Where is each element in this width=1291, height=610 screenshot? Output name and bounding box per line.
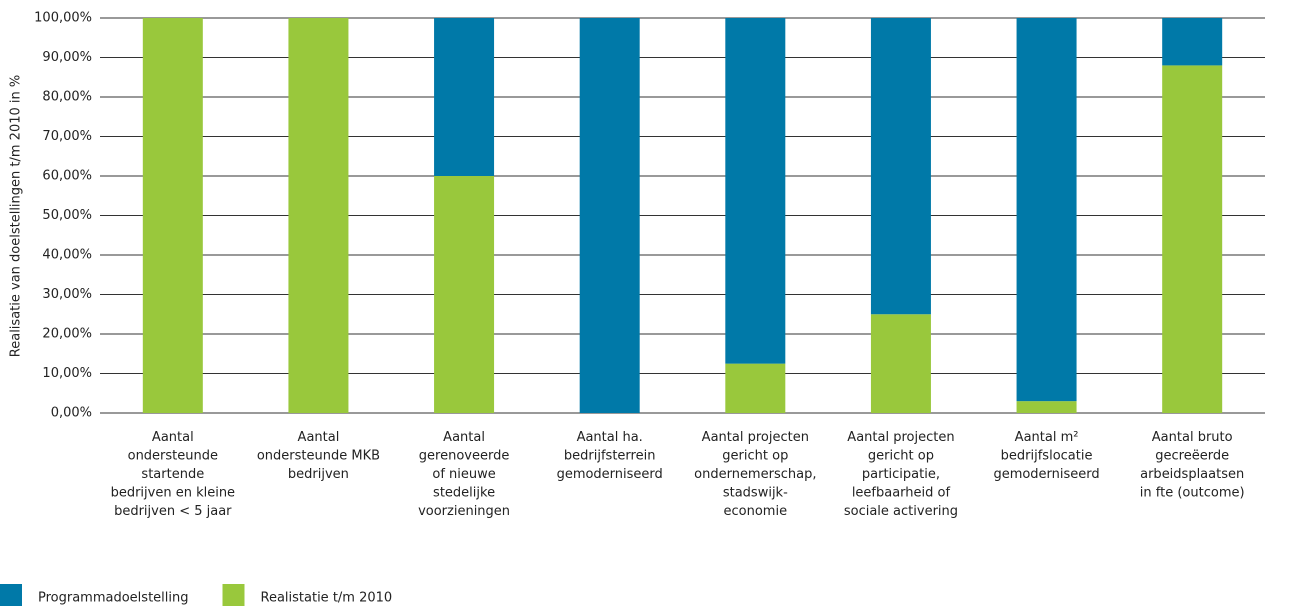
bar-segment <box>870 18 931 315</box>
bar-segment <box>725 18 786 364</box>
y-tick-label: 90,00% <box>42 50 92 65</box>
bar-segment <box>142 18 203 413</box>
bar-segment <box>1016 401 1077 413</box>
y-tick-label: 60,00% <box>42 169 92 184</box>
legend-swatch <box>0 584 22 606</box>
legend-swatch <box>222 584 245 606</box>
x-tick-label: Aantal projecten gericht op participatie, l… <box>844 430 958 519</box>
y-tick-label: 40,00% <box>42 248 92 263</box>
x-tick-label: Aantal ondersteunde MKB bedrijven <box>257 430 380 482</box>
y-tick-label: 30,00% <box>42 287 92 302</box>
legend-label: Programmadoelstelling <box>38 591 189 606</box>
x-tick-label: Aantal bruto gecreëerde arbeidsplaatsen in … <box>1140 430 1245 501</box>
bar-segment <box>579 18 640 413</box>
bar-segment <box>1162 65 1223 414</box>
x-tick-label: Aantal projecten gericht op ondernemerscha… <box>694 430 816 519</box>
x-tick-label: Aantal ondersteunde startende bedrijven en … <box>111 430 236 519</box>
bar-segment <box>288 18 349 413</box>
x-tick-label: Aantal gerenoveerde of nieuwe stedelijke voo… <box>418 430 510 519</box>
bar-segment <box>1016 18 1077 402</box>
y-tick-label: 80,00% <box>42 90 92 105</box>
y-tick-label: 50,00% <box>42 208 92 223</box>
bar-segment <box>1162 18 1223 66</box>
y-tick-label: 100,00% <box>34 11 92 26</box>
legend-label: Realistatie t/m 2010 <box>261 591 393 606</box>
y-tick-label: 20,00% <box>42 327 92 342</box>
bar-segment <box>870 314 931 413</box>
bar-segment <box>434 18 495 176</box>
y-tick-label: 70,00% <box>42 129 92 144</box>
bar-segment <box>434 176 495 413</box>
y-axis-label: Realisatie van doelstellingen t/m 2010 i… <box>9 75 24 357</box>
x-tick-label: Aantal ha. bedrijfsterrein gemoderniseerd <box>557 430 663 482</box>
y-tick-label: 10,00% <box>42 366 92 381</box>
bar-segment <box>725 363 786 413</box>
x-tick-label: Aantal m² bedrijfslocatie gemoderniseerd <box>993 430 1099 482</box>
y-tick-label: 0,00% <box>51 406 92 421</box>
